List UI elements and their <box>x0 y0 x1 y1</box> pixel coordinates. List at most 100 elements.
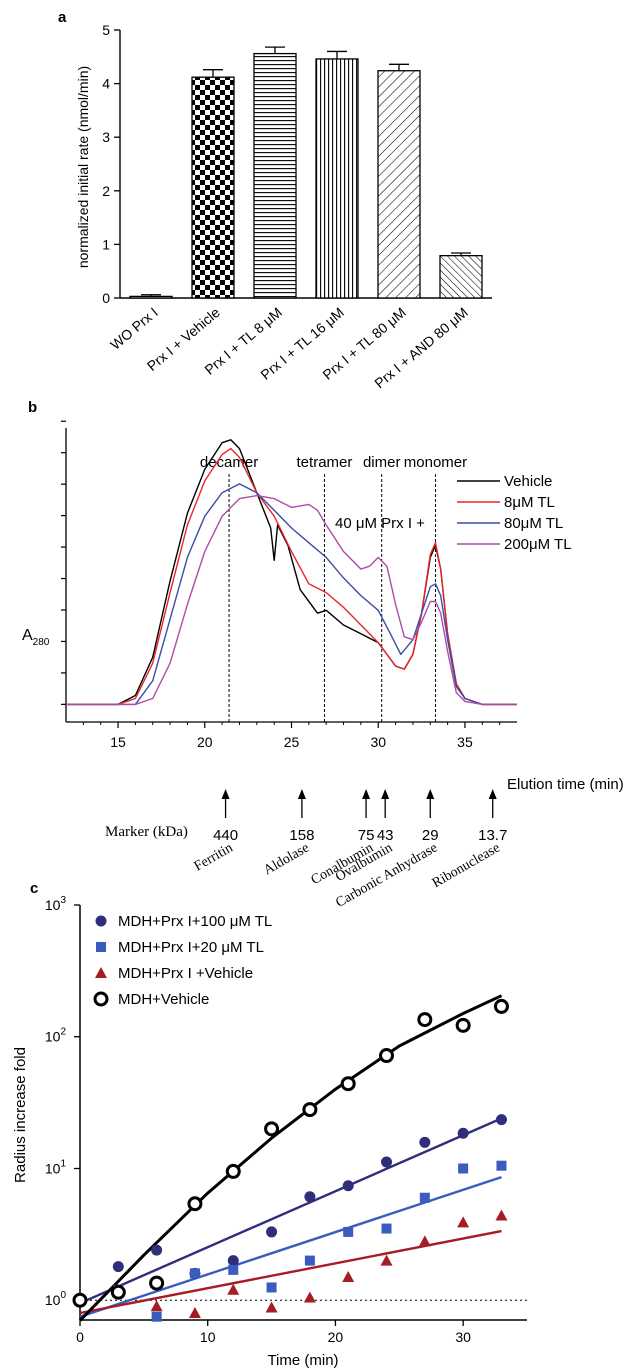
marker-arrow-head <box>426 789 435 799</box>
point-ring <box>264 1121 280 1137</box>
panel-b-size-markers: 440Ferritin158Aldolase75Conalbumin43Oval… <box>192 789 507 911</box>
bar <box>129 295 173 299</box>
point-ring <box>149 1275 165 1291</box>
trace-line <box>66 439 517 706</box>
point-square <box>496 1160 507 1171</box>
y-tick-label: 4 <box>102 76 110 92</box>
y-tick-label: 0 <box>102 290 110 306</box>
y-tick-label: 103 <box>45 895 67 913</box>
point-circle <box>342 1180 354 1192</box>
legend-label: MDH+Prx I+20 μM TL <box>118 939 264 956</box>
marker-kda: 13.7 <box>478 827 507 844</box>
point-circle <box>95 915 107 927</box>
bar <box>315 58 359 299</box>
y-tick-exponent: 1 <box>60 1158 66 1169</box>
panel-label-b: b <box>28 399 37 416</box>
panel-b-y-axis-label: A280 <box>22 627 50 648</box>
point-triangle <box>227 1283 240 1295</box>
peak-label: tetramer <box>297 454 353 471</box>
point-square <box>96 942 106 952</box>
legend-label: Vehicle <box>504 473 552 490</box>
point-triangle <box>457 1216 470 1228</box>
point-circle <box>266 1226 278 1238</box>
point-square <box>228 1264 239 1275</box>
peak-label: dimer <box>363 454 401 471</box>
x-tick-label: 20 <box>328 1329 344 1345</box>
category-label: WO Prx I <box>107 304 161 353</box>
point-triangle <box>380 1254 393 1266</box>
panel-a-bars <box>129 46 483 299</box>
x-tick-label: 20 <box>197 734 213 750</box>
point-circle <box>304 1191 316 1203</box>
x-tick-label: 35 <box>457 734 473 750</box>
panel-c-fit-lines <box>78 994 503 1322</box>
y-tick-label: 5 <box>102 22 110 38</box>
y-tick-exponent: 3 <box>60 895 66 906</box>
x-tick-label: 25 <box>284 734 300 750</box>
x-tick-label: 30 <box>455 1329 471 1345</box>
marker-name: Ribonuclease <box>430 840 503 891</box>
y-tick-label: 101 <box>45 1158 67 1176</box>
point-triangle <box>95 967 107 978</box>
y-tick-label: 3 <box>102 129 110 145</box>
y-tick-base: 10 <box>45 1292 61 1308</box>
y-tick-label: 2 <box>102 183 110 199</box>
point-triangle <box>303 1291 316 1303</box>
x-tick-label: 0 <box>76 1329 84 1345</box>
legend-label: MDH+Prx I +Vehicle <box>118 965 253 982</box>
point-ring <box>225 1163 241 1179</box>
y-tick-label: 1 <box>102 236 110 252</box>
bar <box>439 255 483 299</box>
marker-arrow-head <box>362 789 371 799</box>
marker-kda: 440 <box>213 827 238 844</box>
point-circle <box>112 1261 124 1273</box>
point-square <box>458 1163 469 1174</box>
point-ring <box>493 998 509 1014</box>
marker-kda: 158 <box>289 827 314 844</box>
marker-name: Aldolase <box>261 840 312 878</box>
trace-line <box>66 447 517 706</box>
panel-label-c: c <box>30 880 38 897</box>
point-ring <box>455 1017 471 1033</box>
point-triangle <box>188 1307 201 1319</box>
fit-line <box>79 1175 502 1318</box>
point-ring <box>302 1102 318 1118</box>
legend-label: MDH+Prx I+100 μM TL <box>118 913 272 930</box>
point-circle <box>381 1156 393 1168</box>
peak-label: monomer <box>404 454 467 471</box>
point-ring <box>93 991 109 1007</box>
panel-b-legend: Vehicle 8μM TL 80μM TL 200μM TL <box>457 473 572 553</box>
y-tick-label: 102 <box>45 1027 67 1045</box>
point-ring <box>110 1284 126 1300</box>
bar <box>191 76 235 299</box>
point-triangle <box>150 1300 163 1312</box>
panel-a-y-axis-label: normalized initial rate (nmol/min) <box>75 66 91 268</box>
fit-line <box>79 1117 502 1305</box>
point-triangle <box>418 1235 431 1247</box>
fit-line <box>78 994 503 1322</box>
panel-b-x-axis-label: Elution time (min) <box>507 776 624 793</box>
x-tick-label: 15 <box>110 734 126 750</box>
marker-arrow-head <box>221 789 230 799</box>
marker-arrow-head <box>297 789 306 799</box>
point-square <box>304 1255 315 1266</box>
bar <box>253 52 297 299</box>
panel-b-annotation: 40 μM Prx I + <box>335 515 425 532</box>
fit-line <box>79 1229 502 1315</box>
point-ring <box>187 1196 203 1212</box>
point-square <box>419 1192 430 1203</box>
panel-b-traces <box>66 439 517 706</box>
point-circle <box>495 1114 507 1126</box>
point-square <box>266 1282 277 1293</box>
point-ring <box>340 1076 356 1092</box>
point-circle <box>151 1244 163 1256</box>
marker-name: Ferritin <box>192 840 236 874</box>
panel-b-marker-title: Marker (kDa) <box>105 824 188 840</box>
marker-kda: 43 <box>377 827 394 844</box>
legend-label: 200μM TL <box>504 536 572 553</box>
panel-label-a: a <box>58 9 67 26</box>
